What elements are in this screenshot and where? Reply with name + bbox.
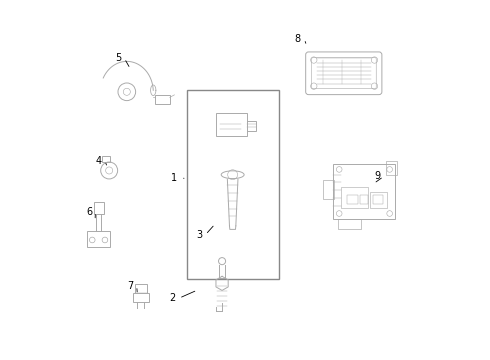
Text: 7: 7: [127, 281, 133, 291]
Bar: [342, 187, 368, 208]
Bar: [216, 113, 247, 136]
Bar: [155, 95, 170, 104]
Bar: [135, 284, 147, 293]
Bar: [94, 202, 103, 213]
Bar: [347, 195, 358, 204]
Bar: [373, 195, 383, 204]
Text: 4: 4: [96, 156, 101, 166]
Bar: [102, 156, 110, 162]
Text: 3: 3: [196, 230, 202, 240]
Text: 6: 6: [86, 207, 92, 217]
Bar: [370, 192, 387, 208]
Text: 9: 9: [374, 171, 380, 181]
Text: 5: 5: [115, 53, 121, 63]
Text: 8: 8: [295, 34, 301, 44]
Text: 1: 1: [172, 173, 177, 183]
Bar: [360, 195, 368, 204]
Bar: [187, 90, 278, 279]
Bar: [247, 121, 256, 131]
Bar: [333, 164, 395, 219]
Text: 2: 2: [170, 293, 176, 303]
Bar: [322, 180, 334, 199]
Bar: [87, 231, 110, 247]
Bar: [339, 219, 362, 229]
Bar: [133, 293, 148, 302]
Bar: [386, 161, 397, 175]
